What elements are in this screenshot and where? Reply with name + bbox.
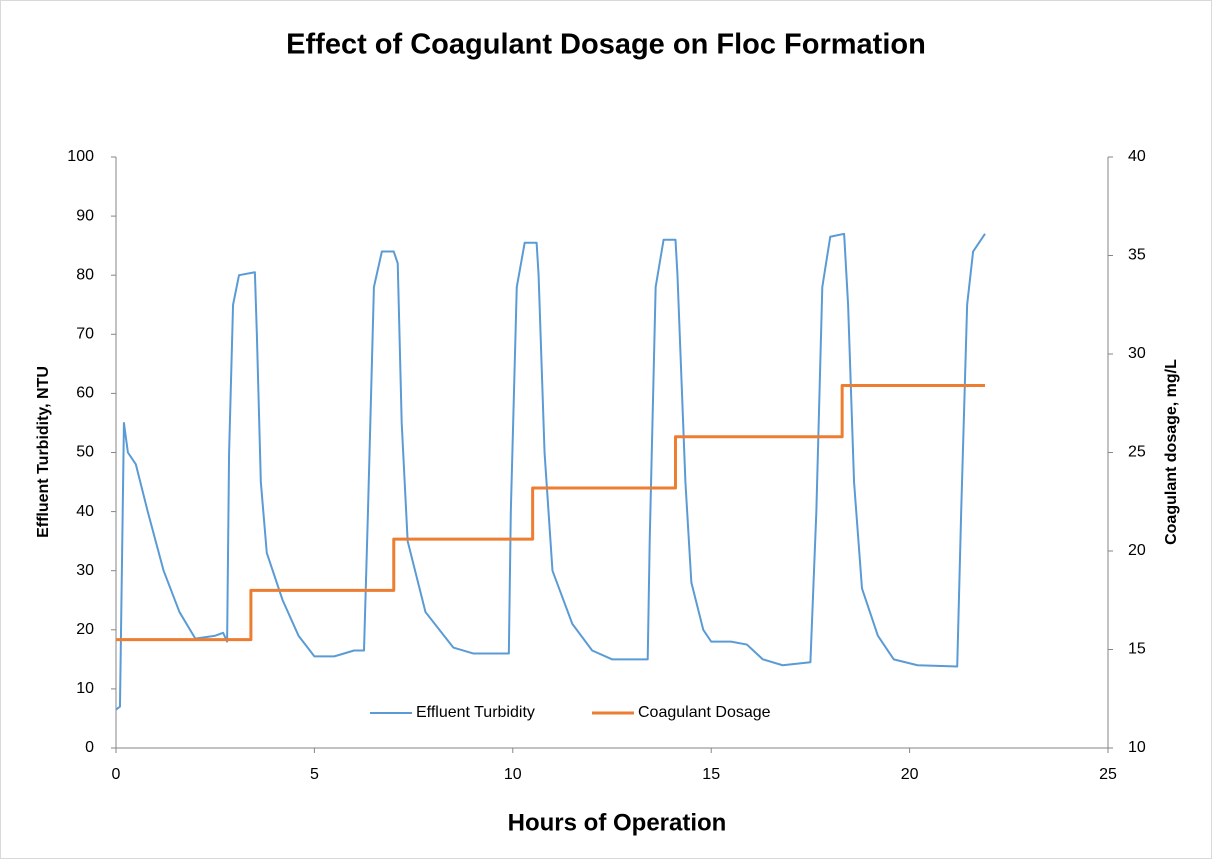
y2-tick-label: 35 [1128, 247, 1146, 264]
y2-tick-label: 25 [1128, 444, 1146, 461]
y2-axis-title: Coagulant dosage, mg/L [1163, 359, 1180, 545]
y-tick-label: 50 [76, 444, 94, 461]
legend-label: Effluent Turbidity [416, 704, 535, 721]
y-axis-title: Effluent Turbidity, NTU [35, 366, 52, 538]
series-line [116, 384, 985, 642]
y2-tick-label: 20 [1128, 542, 1146, 559]
y-tick-label: 100 [67, 148, 94, 165]
series-line [115, 232, 986, 711]
legend-label: Coagulant Dosage [638, 704, 771, 721]
x-tick-label: 15 [702, 766, 720, 783]
x-tick-label: 0 [112, 766, 121, 783]
y-tick-label: 30 [76, 562, 94, 579]
y2-tick-label: 10 [1128, 739, 1146, 756]
chart-title: Effect of Coagulant Dosage on Floc Forma… [286, 29, 926, 61]
y-tick-label: 40 [76, 503, 94, 520]
x-tick-label: 20 [901, 766, 919, 783]
x-tick-label: 10 [504, 766, 522, 783]
y-tick-label: 10 [76, 680, 94, 697]
x-tick-label: 5 [310, 766, 319, 783]
y-tick-label: 70 [76, 326, 94, 343]
y-tick-label: 60 [76, 385, 94, 402]
x-tick-label: 25 [1099, 766, 1117, 783]
y-tick-label: 90 [76, 207, 94, 224]
y2-tick-label: 40 [1128, 148, 1146, 165]
y-tick-label: 80 [76, 266, 94, 283]
y-tick-label: 20 [76, 621, 94, 638]
y2-tick-label: 15 [1128, 641, 1146, 658]
x-axis-title: Hours of Operation [508, 809, 727, 836]
y-tick-label: 0 [85, 739, 94, 756]
y2-tick-label: 30 [1128, 345, 1146, 362]
